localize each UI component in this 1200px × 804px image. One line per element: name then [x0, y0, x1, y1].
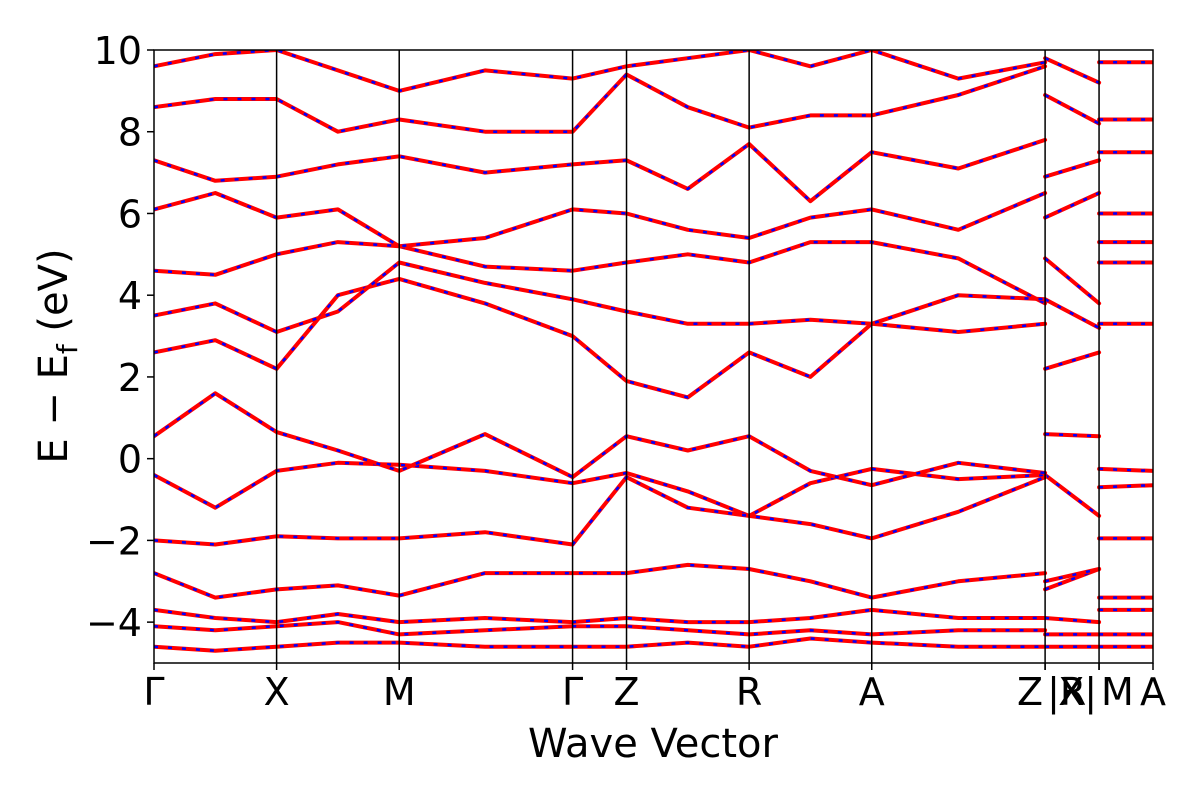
y-tick-label: 2 [118, 356, 142, 400]
y-tick-label: 10 [94, 29, 142, 73]
x-tick-label: |R [1047, 670, 1086, 715]
band-line-7-dashed-overlay [154, 138, 1153, 203]
x-tick-label: R [736, 670, 762, 714]
y-axis-label: E − Ef (eV) [31, 248, 84, 463]
high-symmetry-lines [275, 50, 1100, 663]
y-tick-label: 6 [118, 192, 142, 236]
x-tick-label: Γ [143, 670, 164, 714]
y-axis-label-main: E − E [31, 354, 77, 464]
plot-frame [153, 49, 1154, 664]
band-line-11-dashed-overlay [154, 608, 1153, 624]
x-tick-label: Γ [562, 670, 583, 714]
band-line-14-dashed-overlay [154, 50, 1153, 93]
band-line-9-dashed-overlay [154, 620, 1153, 636]
x-tick-label: A [1140, 670, 1166, 714]
y-tick-label: −4 [86, 601, 142, 645]
y-tick-label: 4 [118, 274, 142, 318]
y-tick-label: −2 [86, 519, 142, 563]
band-line-4-dashed-overlay [154, 277, 1153, 399]
band-line-5-dashed-overlay [154, 563, 1153, 599]
x-tick-label: A [859, 670, 885, 714]
band-line-12-dashed-overlay [154, 191, 1153, 248]
x-tick-label: Z [614, 670, 640, 714]
bands-layer [154, 50, 1153, 653]
x-tick-label: X| [1058, 670, 1097, 715]
plot-background [154, 50, 1153, 663]
y-axis-label-unit: (eV) [31, 248, 77, 344]
x-axis-ticks: Γ X M Γ Z R A Z |RX| M A [143, 663, 1166, 715]
x-tick-label: Z [1017, 670, 1043, 714]
band-line-8-dashed-overlay [154, 65, 1153, 134]
band-line-3-dashed-overlay [154, 475, 1153, 591]
band-line-10-dashed-overlay [154, 637, 1153, 652]
y-tick-label: 0 [118, 438, 142, 482]
x-tick-label: M [383, 670, 416, 714]
band-line-13-dashed-overlay [154, 261, 1153, 334]
y-axis-ticks: −4 −2 0 2 4 6 8 10 [86, 29, 154, 645]
y-axis-label-subscript: f [51, 343, 84, 354]
x-axis-label: Wave Vector [528, 721, 779, 767]
y-tick-label: 8 [118, 111, 142, 155]
band-line-1-dashed-overlay [154, 461, 1153, 518]
x-tick-label: X [264, 670, 290, 714]
x-tick-label: M [1101, 670, 1134, 714]
band-line-2-dashed-overlay [154, 391, 1153, 489]
band-line-6-dashed-overlay [154, 240, 1153, 305]
